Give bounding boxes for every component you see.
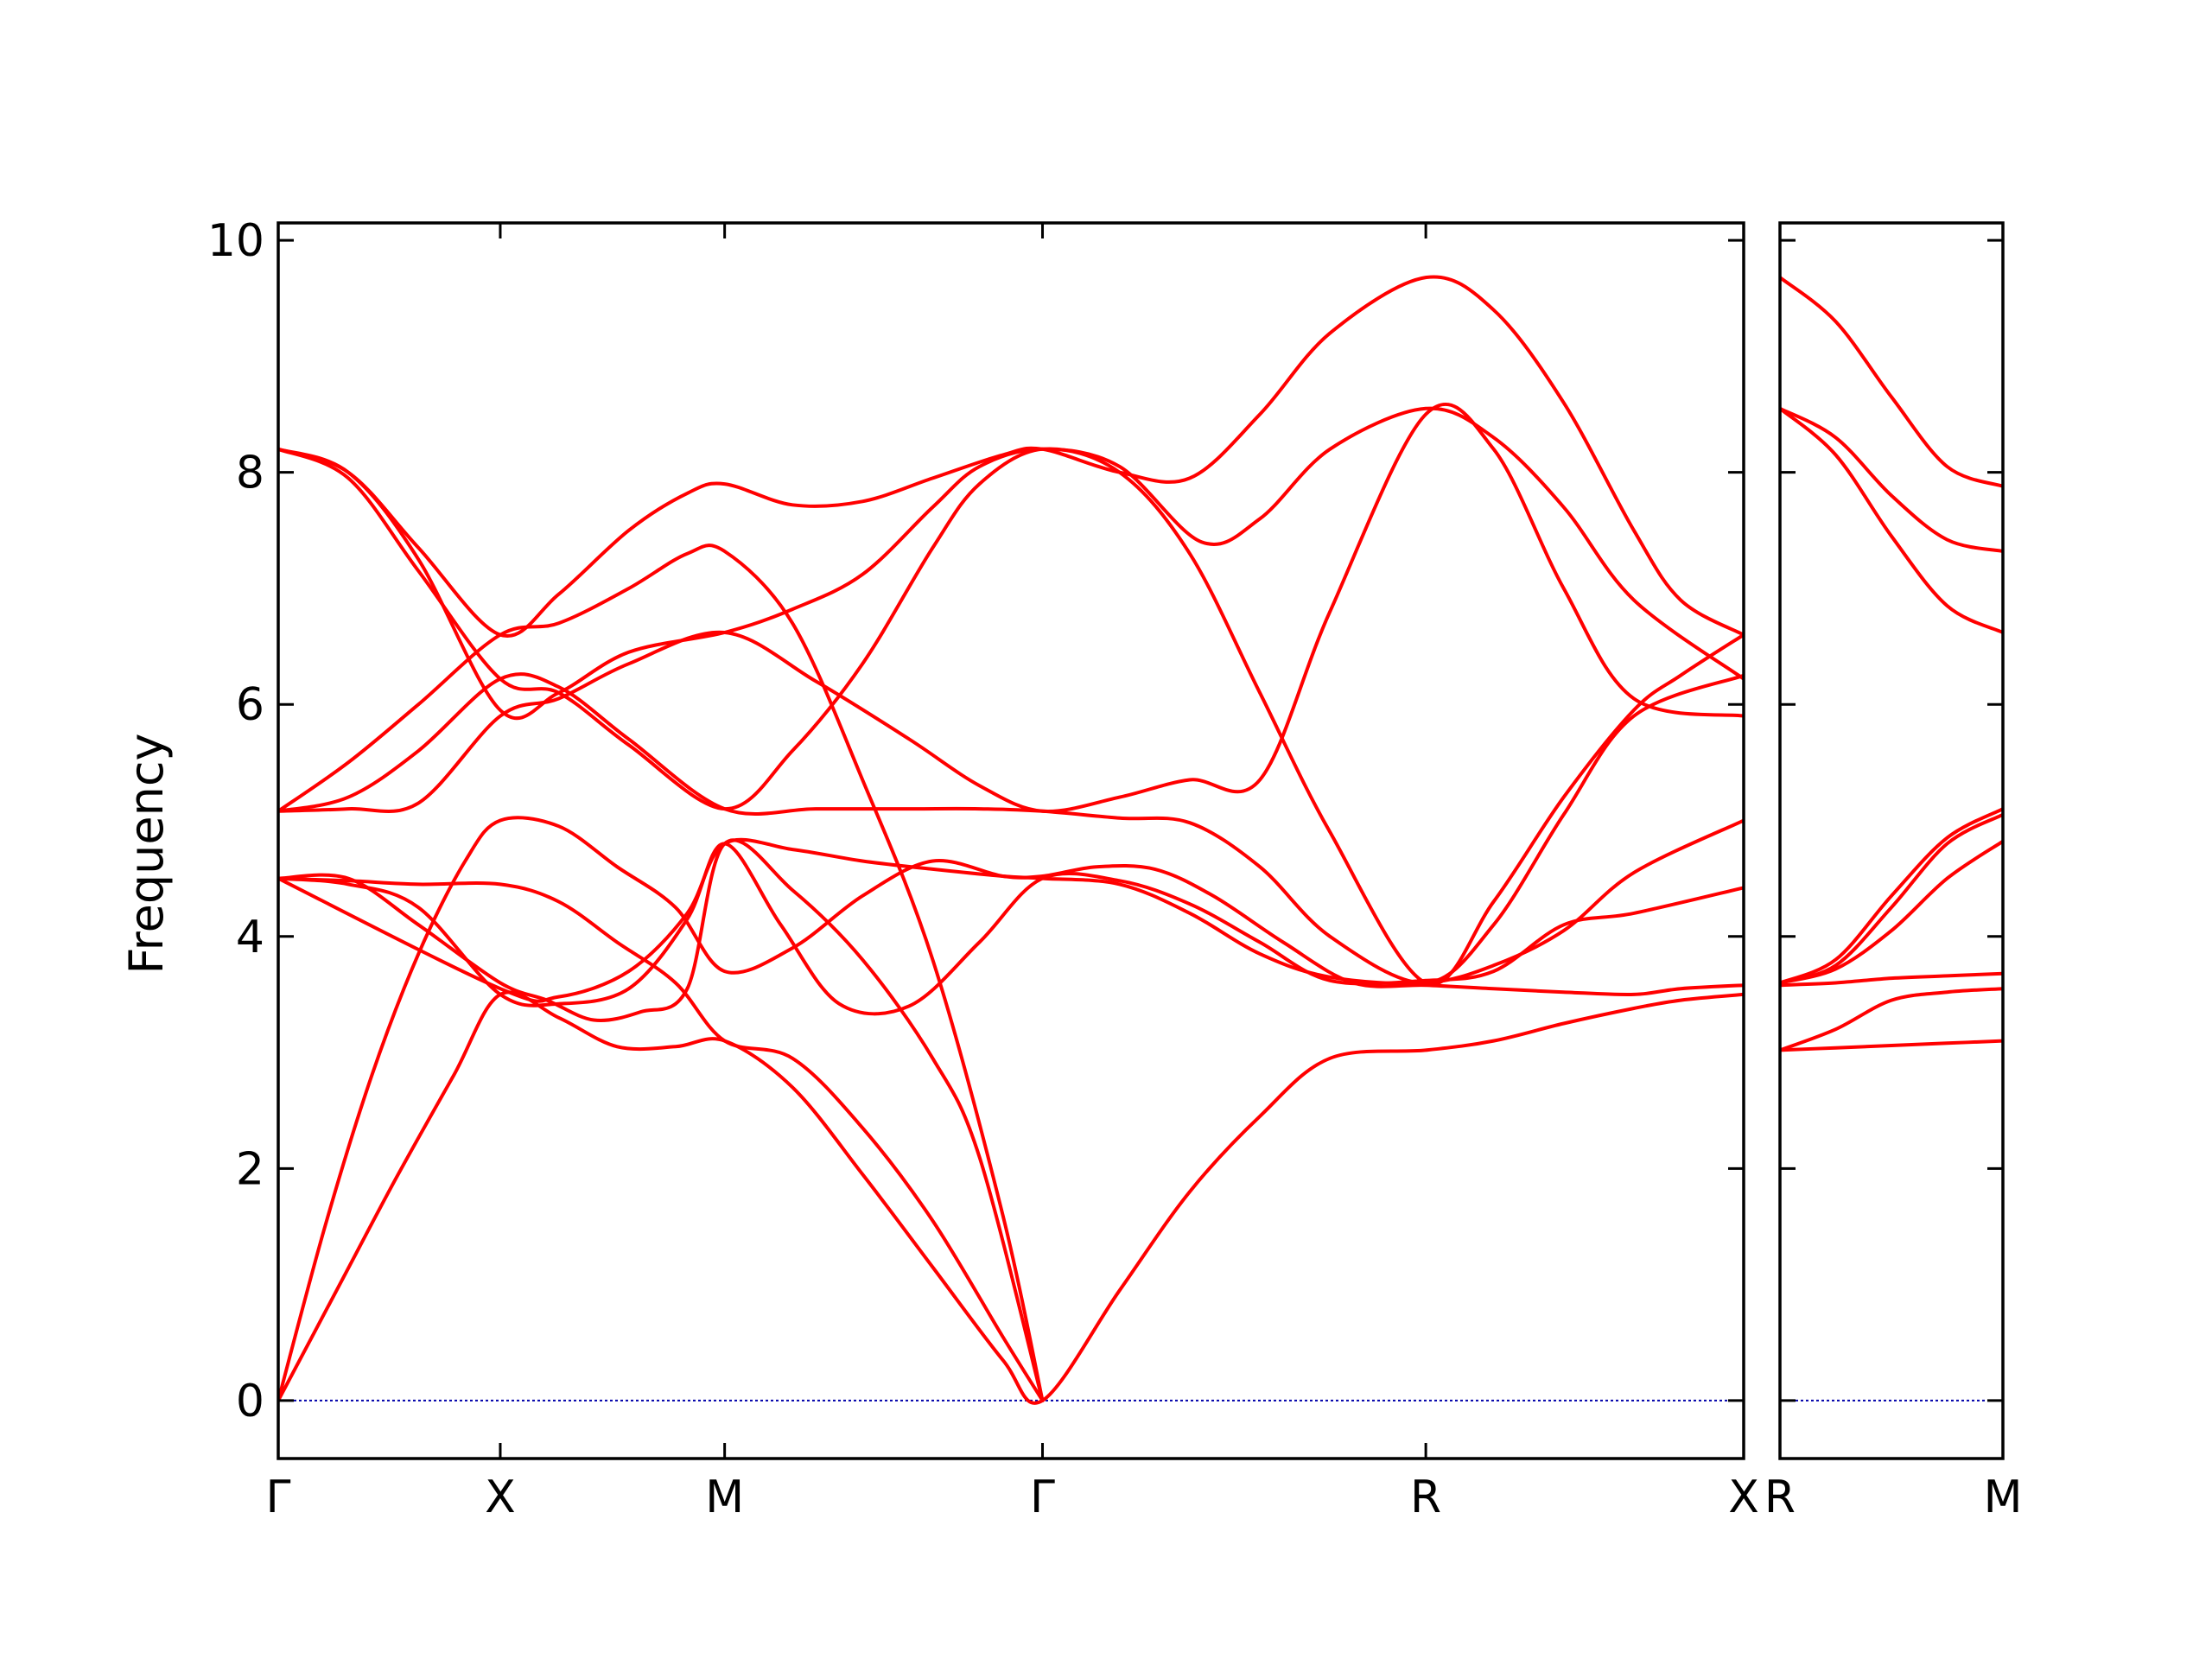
x-tick-label: Γ (266, 1471, 291, 1523)
x-tick-label: Γ (1030, 1471, 1055, 1523)
band-line-main-9 (278, 406, 1744, 721)
band-series-group (1780, 276, 2003, 1052)
band-line-side-1 (1780, 276, 2003, 488)
band-series-group (278, 275, 1744, 1405)
y-tick-label: 0 (236, 1376, 264, 1427)
band-line-main-5 (278, 842, 1744, 1016)
band-line-side-4 (1780, 807, 2003, 985)
band-line-side-8 (1780, 987, 2003, 1052)
y-tick-label: 2 (236, 1143, 264, 1195)
main-panel: 0 2 4 6 8 10 Γ X M Γ R X (207, 215, 1759, 1523)
y-tick-label: 4 (236, 912, 264, 963)
band-line-main-8 (278, 672, 1744, 985)
band-line-side-6 (1780, 839, 2003, 985)
band-line-main-10 (278, 447, 1744, 987)
x-tick-label: R (1410, 1471, 1441, 1523)
band-line-main-1 (278, 990, 1744, 1405)
plot-frame (276, 221, 1745, 1460)
x-tick-label: M (705, 1471, 744, 1523)
band-line-main-11 (278, 275, 1744, 639)
x-tick-label: R (1764, 1471, 1796, 1523)
x-tick-label: X (1728, 1471, 1759, 1523)
y-tick-label: 6 (236, 679, 264, 731)
band-line-side-3 (1780, 406, 2003, 634)
band-line-side-7 (1780, 971, 2003, 988)
y-tick-label: 10 (207, 215, 264, 267)
x-tick-label: M (1984, 1471, 2023, 1523)
band-line-main-12 (278, 543, 1045, 1402)
band-line-main-3 (278, 876, 1045, 1402)
band-line-side-9 (1780, 1039, 2003, 1052)
band-line-side-2 (1780, 406, 2003, 553)
band-line-main-4 (278, 838, 1045, 1402)
band-line-main-6 (278, 818, 1744, 1003)
y-axis-label: Frequency (119, 734, 174, 975)
y-tick-label: 8 (236, 448, 264, 499)
x-tick-label: X (485, 1471, 516, 1523)
plot-frame (1778, 221, 2005, 1460)
